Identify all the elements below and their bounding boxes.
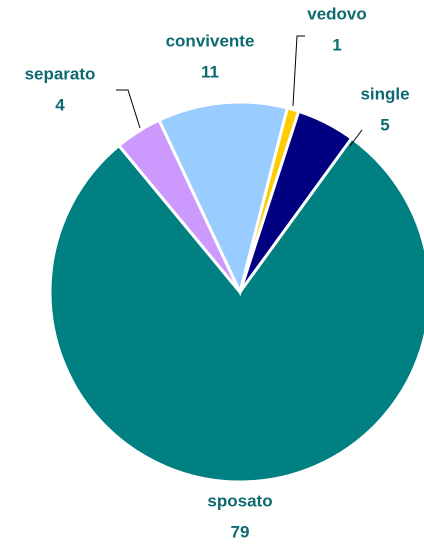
leader-line xyxy=(349,129,363,147)
leader-line xyxy=(116,89,141,129)
slice-value: 79 xyxy=(231,522,250,541)
pie-slice xyxy=(48,136,424,484)
slice-value: 11 xyxy=(201,62,219,81)
leader-line xyxy=(292,35,305,107)
slice-value: 4 xyxy=(55,95,65,114)
slice-label: convivente xyxy=(166,31,255,50)
slice-value: 5 xyxy=(380,115,389,134)
slice-value: 1 xyxy=(332,35,341,54)
slice-label: vedovo xyxy=(307,4,367,23)
slice-label: sposato xyxy=(207,491,272,510)
pie-slice xyxy=(157,100,290,297)
slice-label: separato xyxy=(25,64,96,83)
slice-label: single xyxy=(360,84,409,103)
